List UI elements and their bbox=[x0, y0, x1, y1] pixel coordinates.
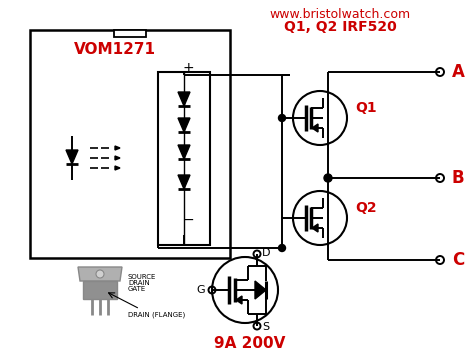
Polygon shape bbox=[236, 296, 242, 304]
Circle shape bbox=[279, 244, 285, 252]
Polygon shape bbox=[115, 156, 120, 160]
Text: G: G bbox=[196, 285, 205, 295]
Bar bbox=[114, 30, 146, 37]
Polygon shape bbox=[178, 118, 190, 132]
Text: D: D bbox=[262, 248, 271, 258]
Text: SOURCE: SOURCE bbox=[128, 274, 156, 280]
Polygon shape bbox=[115, 166, 120, 170]
Text: VOM1271: VOM1271 bbox=[74, 42, 156, 57]
Polygon shape bbox=[178, 145, 190, 159]
Text: GATE: GATE bbox=[128, 286, 146, 292]
Polygon shape bbox=[178, 175, 190, 189]
Circle shape bbox=[96, 270, 104, 278]
Circle shape bbox=[279, 115, 285, 121]
Text: +: + bbox=[182, 61, 194, 75]
Text: B: B bbox=[452, 169, 465, 187]
Text: Q1: Q1 bbox=[355, 101, 377, 115]
Text: Q2: Q2 bbox=[355, 201, 377, 215]
Text: DRAIN: DRAIN bbox=[128, 280, 150, 286]
Text: C: C bbox=[452, 251, 464, 269]
Circle shape bbox=[324, 174, 332, 182]
Bar bbox=[30, 30, 230, 258]
Polygon shape bbox=[312, 224, 318, 232]
Polygon shape bbox=[83, 281, 117, 299]
Bar bbox=[158, 72, 210, 245]
Polygon shape bbox=[178, 92, 190, 106]
Polygon shape bbox=[78, 267, 122, 281]
Text: 9A 200V: 9A 200V bbox=[214, 336, 286, 350]
Text: −: − bbox=[182, 213, 194, 227]
Text: S: S bbox=[262, 322, 269, 332]
Polygon shape bbox=[255, 281, 266, 299]
Text: DRAIN (FLANGE): DRAIN (FLANGE) bbox=[128, 312, 185, 318]
Text: A: A bbox=[452, 63, 465, 81]
Polygon shape bbox=[66, 150, 78, 164]
Text: www.bristolwatch.com: www.bristolwatch.com bbox=[269, 8, 410, 20]
Text: Q1, Q2 IRF520: Q1, Q2 IRF520 bbox=[283, 20, 396, 34]
Polygon shape bbox=[115, 146, 120, 150]
Polygon shape bbox=[312, 124, 318, 132]
